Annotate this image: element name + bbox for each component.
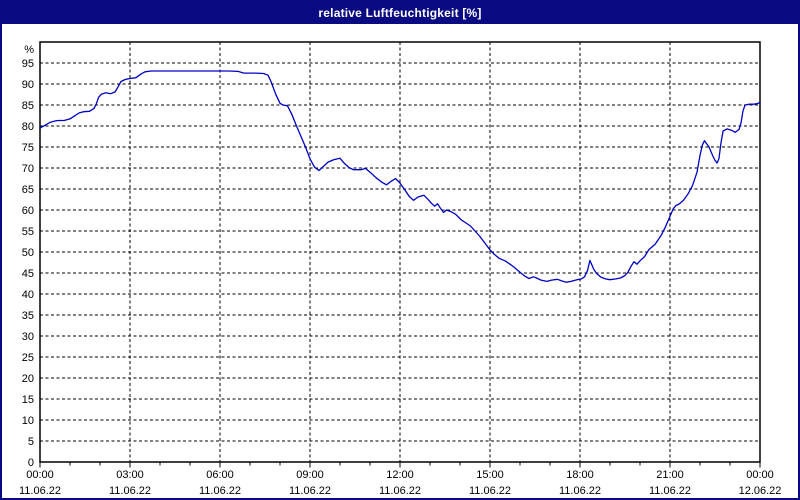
y-axis-tick-label: 45 xyxy=(22,268,34,280)
x-axis-date-label: 11.06.22 xyxy=(109,485,151,497)
x-axis-date-label: 12.06.22 xyxy=(739,485,782,497)
y-axis-unit-label: % xyxy=(24,44,34,56)
y-axis-tick-label: 60 xyxy=(22,205,34,217)
y-axis-tick-label: 65 xyxy=(22,184,34,196)
x-axis-date-label: 11.06.22 xyxy=(199,485,241,497)
x-axis-date-label: 11.06.22 xyxy=(19,485,61,497)
y-axis-tick-label: 10 xyxy=(22,415,34,427)
y-axis-tick-label: 70 xyxy=(22,163,34,175)
y-axis-tick-label: 40 xyxy=(22,289,34,301)
x-axis-date-label: 11.06.22 xyxy=(649,485,691,497)
y-axis-tick-label: 15 xyxy=(22,394,34,406)
x-axis-time-label: 03:00 xyxy=(116,469,144,481)
y-axis-tick-label: 20 xyxy=(22,373,34,385)
y-axis-tick-label: 30 xyxy=(22,331,34,343)
y-axis-tick-label: 5 xyxy=(28,436,34,448)
y-axis-tick-label: 0 xyxy=(28,457,34,469)
x-axis-date-label: 11.06.22 xyxy=(469,485,511,497)
humidity-series-line xyxy=(39,70,761,283)
x-axis-time-label: 18:00 xyxy=(566,469,594,481)
y-axis-tick-label: 95 xyxy=(22,58,34,70)
x-axis-date-label: 11.06.22 xyxy=(289,485,331,497)
y-axis-tick-label: 25 xyxy=(22,352,34,364)
y-axis-tick-label: 75 xyxy=(22,142,34,154)
x-axis-time-label: 00:00 xyxy=(26,469,54,481)
y-axis-tick-label: 50 xyxy=(22,247,34,259)
title-bar[interactable]: relative Luftfeuchtigkeit [%] xyxy=(2,2,798,24)
x-axis-time-label: 12:00 xyxy=(386,469,414,481)
x-axis-time-label: 15:00 xyxy=(476,469,504,481)
window-title: relative Luftfeuchtigkeit [%] xyxy=(318,6,482,20)
x-axis-time-label: 21:00 xyxy=(656,469,684,481)
y-axis-tick-label: 90 xyxy=(22,79,34,91)
y-axis-tick-label: 85 xyxy=(22,100,34,112)
x-axis-date-label: 11.06.22 xyxy=(379,485,421,497)
humidity-line-chart: 0 5 10 15 20 25 30 35 40 45 50 55 60 65 70 75 80 85 90 95% 0… xyxy=(19,41,782,497)
x-axis-time-label: 09:00 xyxy=(296,469,324,481)
x-axis-date-label: 11.06.22 xyxy=(559,485,601,497)
x-axis-time-label: 00:00 xyxy=(746,469,774,481)
y-axis-tick-label: 80 xyxy=(22,121,34,133)
y-axis-tick-label: 35 xyxy=(22,310,34,322)
y-axis-tick-label: 55 xyxy=(22,226,34,238)
chart-container: 0 5 10 15 20 25 30 35 40 45 50 55 60 65 70 75 80 85 90 95% 0… xyxy=(2,24,798,498)
x-axis-time-label: 06:00 xyxy=(206,469,234,481)
